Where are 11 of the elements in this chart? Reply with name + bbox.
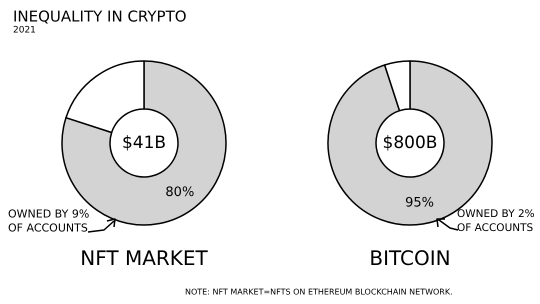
text: BITCOIN bbox=[369, 246, 451, 270]
text: OWNED BY 9% OF ACCOUNTS bbox=[8, 208, 90, 234]
text: $800B bbox=[382, 133, 438, 153]
text: NOTE: NFT MARKET=NFTS ON ETHEREUM BLOCKCHAIN NETWORK. bbox=[185, 288, 453, 296]
data-label: 95% bbox=[405, 196, 434, 211]
chart-title: INEQUALITY IN CRYPTO bbox=[13, 8, 187, 26]
text: NFT MARKET bbox=[80, 246, 209, 270]
text: OWNED BY 2% OF ACCOUNTS bbox=[457, 208, 535, 234]
chart-subtitle: 2021 bbox=[13, 26, 36, 36]
text: $41B bbox=[122, 133, 166, 153]
data-label: 80% bbox=[165, 184, 194, 200]
